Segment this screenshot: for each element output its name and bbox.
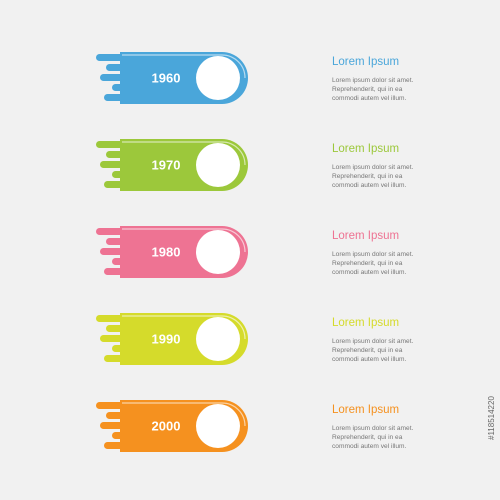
item-text: Lorem ipsum dolor sit amet. bbox=[332, 425, 414, 432]
item-text: commodi autem vel illum. bbox=[332, 269, 407, 276]
item-text: Reprehenderit, qui in ea bbox=[332, 260, 403, 267]
year-circle bbox=[196, 143, 240, 187]
timeline-item: 1990 Lorem Ipsum Lorem ipsum dolor sit ame… bbox=[96, 313, 414, 365]
timeline-item: 1960 Lorem Ipsum Lorem ipsum dolor sit ame… bbox=[96, 52, 414, 104]
item-title: Lorem Ipsum bbox=[332, 404, 399, 416]
pill-highlight bbox=[122, 315, 246, 340]
item-title: Lorem Ipsum bbox=[332, 56, 399, 68]
year-label: 1970 bbox=[152, 157, 181, 172]
item-text: Lorem ipsum dolor sit amet. bbox=[332, 164, 414, 171]
item-text: Lorem ipsum dolor sit amet. bbox=[332, 251, 414, 258]
stock-id: #118514220 bbox=[487, 396, 496, 440]
item-text: commodi autem vel illum. bbox=[332, 443, 407, 450]
pill-highlight bbox=[122, 141, 246, 166]
item-title: Lorem Ipsum bbox=[332, 230, 399, 242]
year-label: 1990 bbox=[152, 331, 181, 346]
item-text: Reprehenderit, qui in ea bbox=[332, 86, 403, 93]
timeline-item: 1970 Lorem Ipsum Lorem ipsum dolor sit ame… bbox=[96, 139, 414, 191]
year-label: 1980 bbox=[152, 244, 181, 259]
item-text: Reprehenderit, qui in ea bbox=[332, 173, 403, 180]
timeline-item: 2000 Lorem Ipsum Lorem ipsum dolor sit ame… bbox=[96, 400, 414, 452]
item-text: Lorem ipsum dolor sit amet. bbox=[332, 77, 414, 84]
pill-highlight bbox=[122, 402, 246, 427]
year-circle bbox=[196, 56, 240, 100]
year-circle bbox=[196, 317, 240, 361]
year-circle bbox=[196, 230, 240, 274]
item-title: Lorem Ipsum bbox=[332, 317, 399, 329]
year-label: 2000 bbox=[152, 418, 181, 433]
item-text: commodi autem vel illum. bbox=[332, 356, 407, 363]
item-text: Reprehenderit, qui in ea bbox=[332, 347, 403, 354]
item-text: commodi autem vel illum. bbox=[332, 95, 407, 102]
year-circle bbox=[196, 404, 240, 448]
item-text: commodi autem vel illum. bbox=[332, 182, 407, 189]
item-text: Lorem ipsum dolor sit amet. bbox=[332, 338, 414, 345]
pill-highlight bbox=[122, 54, 246, 79]
timeline-item: 1980 Lorem Ipsum Lorem ipsum dolor sit ame… bbox=[96, 226, 414, 278]
item-text: Reprehenderit, qui in ea bbox=[332, 434, 403, 441]
pill-highlight bbox=[122, 228, 246, 253]
item-title: Lorem Ipsum bbox=[332, 143, 399, 155]
year-label: 1960 bbox=[152, 70, 181, 85]
